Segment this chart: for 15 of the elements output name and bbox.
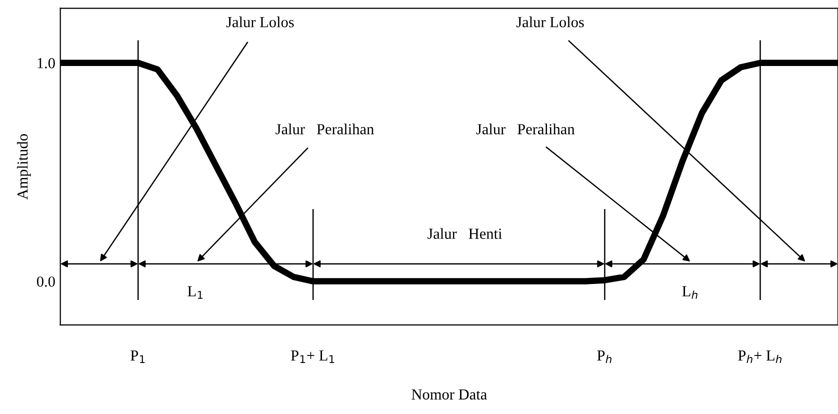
annotation: L$_{1}$ bbox=[188, 286, 203, 299]
y-tick-label: 1.0 bbox=[38, 58, 55, 68]
x-axis-title: Nomor Data bbox=[412, 389, 487, 400]
y-axis-title: Amplitudo bbox=[16, 134, 31, 200]
x-tick-label: P$_{h}$+ L$_{h}$ bbox=[738, 350, 782, 364]
y-tick-label: 0.0 bbox=[36, 276, 55, 287]
x-tick-label: P$_{1}$+ L$_{1}$ bbox=[290, 350, 334, 364]
annotation: Jalur Lolos bbox=[516, 16, 584, 28]
annotation: Jalur Lolos bbox=[226, 16, 294, 28]
annotation: Jalur Henti bbox=[427, 228, 502, 239]
annotation: Jalur Peralihan bbox=[276, 124, 374, 134]
annotation: Jalur Peralihan bbox=[476, 124, 575, 134]
x-tick-label: P$_{h}$ bbox=[597, 350, 612, 364]
x-tick-label: P$_{1}$ bbox=[130, 350, 145, 364]
annotation: L$_{h}$ bbox=[682, 286, 698, 299]
